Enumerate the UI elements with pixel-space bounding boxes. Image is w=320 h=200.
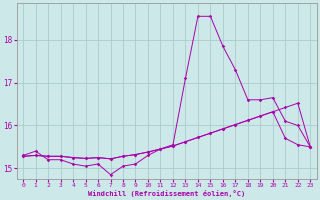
X-axis label: Windchill (Refroidissement éolien,°C): Windchill (Refroidissement éolien,°C)	[88, 190, 245, 197]
